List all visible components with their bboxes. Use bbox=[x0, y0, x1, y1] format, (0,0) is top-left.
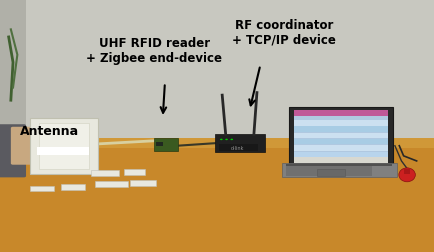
Bar bbox=[317, 169, 345, 176]
Bar bbox=[30, 186, 54, 192]
Bar bbox=[30, 118, 98, 174]
Bar bbox=[0, 0, 26, 146]
Bar bbox=[61, 185, 85, 190]
Bar bbox=[215, 135, 265, 152]
Bar bbox=[0, 0, 434, 146]
Bar bbox=[130, 180, 156, 186]
Text: Antenna: Antenna bbox=[20, 124, 79, 138]
Ellipse shape bbox=[399, 168, 415, 182]
FancyBboxPatch shape bbox=[0, 125, 26, 178]
Bar bbox=[294, 139, 388, 145]
Bar bbox=[37, 147, 89, 155]
Bar bbox=[294, 157, 388, 163]
Bar bbox=[0, 146, 434, 252]
Bar bbox=[219, 145, 258, 151]
Bar bbox=[39, 123, 89, 169]
Bar bbox=[294, 127, 388, 132]
Text: UHF RFID reader
+ Zigbee end-device: UHF RFID reader + Zigbee end-device bbox=[86, 37, 222, 64]
Text: d·link: d·link bbox=[231, 145, 244, 150]
Circle shape bbox=[220, 139, 223, 141]
Text: RF coordinator
+ TCP/IP device: RF coordinator + TCP/IP device bbox=[232, 19, 336, 47]
Bar bbox=[294, 146, 388, 151]
Bar bbox=[294, 133, 388, 139]
Bar bbox=[0, 139, 434, 149]
Circle shape bbox=[225, 139, 228, 141]
Bar bbox=[294, 110, 388, 163]
Bar bbox=[95, 181, 128, 188]
Bar bbox=[404, 169, 410, 174]
Bar bbox=[286, 164, 392, 167]
Bar bbox=[91, 170, 119, 176]
FancyBboxPatch shape bbox=[11, 127, 33, 165]
Circle shape bbox=[230, 139, 233, 141]
Bar bbox=[154, 139, 178, 151]
Bar bbox=[289, 107, 393, 166]
Bar bbox=[124, 170, 145, 175]
Bar bbox=[282, 164, 397, 178]
Bar bbox=[294, 120, 388, 126]
Bar bbox=[294, 152, 388, 158]
Bar bbox=[156, 142, 163, 146]
Bar bbox=[286, 166, 372, 176]
Bar bbox=[294, 110, 388, 116]
